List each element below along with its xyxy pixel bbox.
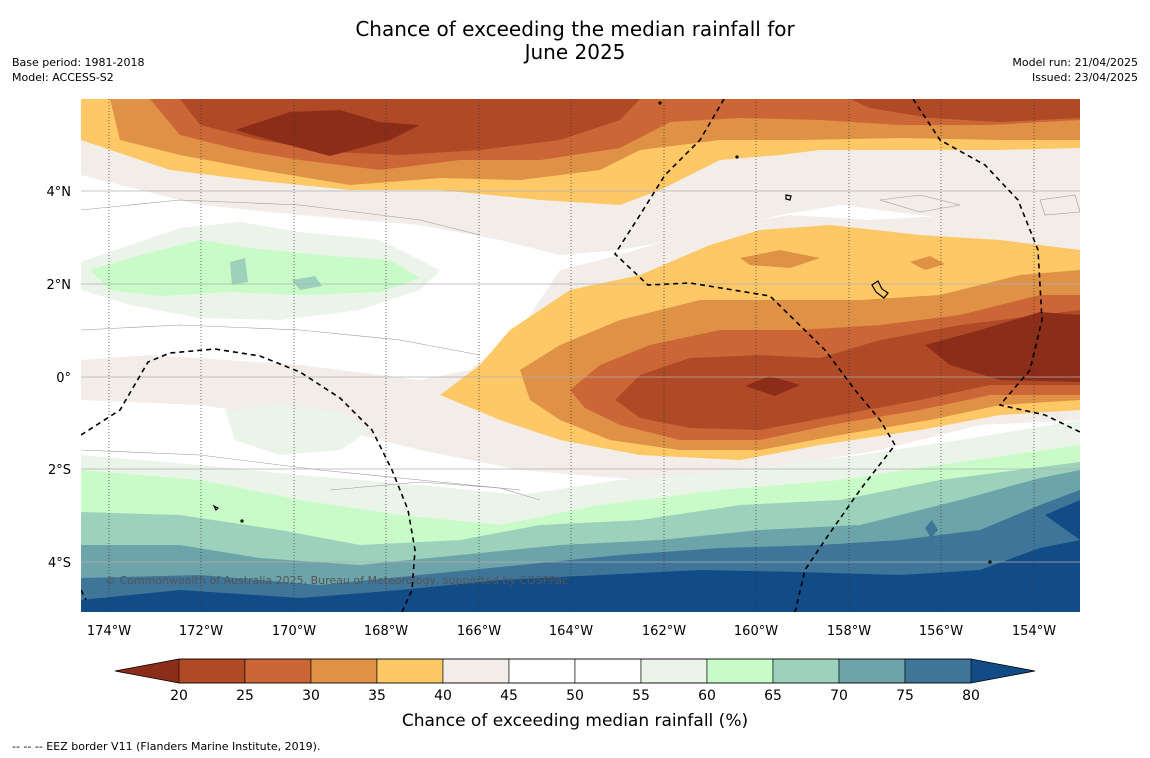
thin-contour-lines [81, 194, 1080, 501]
lon-label: 160°W [734, 624, 778, 639]
colorbar-tick: 45 [500, 688, 518, 704]
colorbar-tick: 65 [764, 688, 782, 704]
colorbar-tick: 75 [896, 688, 914, 704]
lon-label: 156°W [919, 624, 963, 639]
colorbar-cell [178, 658, 246, 684]
model-run: Model run: 21/04/2025 [1012, 56, 1138, 69]
colorbar-cell [508, 658, 576, 684]
islands [212, 101, 992, 564]
contour-65-70-west [230, 258, 322, 290]
colorbar-over-arrow [971, 659, 1035, 683]
colorbar-tick: 50 [566, 688, 584, 704]
issued-date: Issued: 23/04/2025 [1031, 71, 1138, 84]
colorbar-cell [310, 658, 378, 684]
lon-label: 168°W [364, 624, 408, 639]
island-small-1 [212, 504, 220, 512]
contour-above-80-south [81, 500, 1080, 612]
lon-label: 170°W [272, 624, 316, 639]
lat-label: 2°S [48, 463, 71, 478]
colorbar-cell [706, 658, 774, 684]
colorbar-cell [574, 658, 642, 684]
map-title: Chance of exceeding the median rainfall … [0, 18, 1150, 64]
colorbar-outline [114, 658, 1036, 684]
island-small-3 [658, 101, 662, 105]
lat-label: 4°S [48, 556, 71, 571]
meta-left: Base period: 1981-2018 Model: ACCESS-S2 [12, 55, 144, 85]
lon-label: 172°W [179, 624, 223, 639]
contour-30-35-patch [740, 250, 945, 270]
colorbar-tick: 55 [632, 688, 650, 704]
eez-footnote: -- -- -- EEZ border V11 (Flanders Marine… [12, 740, 321, 753]
contour-75-80-patch [925, 520, 938, 538]
island-small-2 [735, 155, 739, 159]
contour-60-65-west [90, 240, 420, 296]
colorbar-tick: 60 [698, 688, 716, 704]
colorbar-cells [178, 658, 972, 684]
longitude-labels: 174°W 172°W 170°W 168°W 166°W 164°W 162°… [87, 624, 1056, 639]
lon-label: 166°W [457, 624, 501, 639]
lon-label: 174°W [87, 624, 131, 639]
lat-label: 4°N [47, 185, 72, 200]
eez-border-line-islands [613, 99, 896, 612]
title-line-1: Chance of exceeding the median rainfall … [355, 17, 795, 41]
lon-label: 158°W [827, 624, 871, 639]
colorbar-label: Chance of exceeding median rainfall (%) [402, 711, 748, 731]
graticule [81, 99, 1080, 612]
title-line-2: June 2025 [524, 40, 626, 64]
colorbar-tick: 25 [236, 688, 254, 704]
colorbar-tick-labels: 20 25 30 35 40 45 50 55 60 65 70 75 80 [170, 688, 980, 704]
lon-label: 154°W [1012, 624, 1056, 639]
colorbar-tick: 30 [302, 688, 320, 704]
colorbar-tick: 40 [434, 688, 452, 704]
colorbar-tick: 70 [830, 688, 848, 704]
eez-border-east [912, 99, 1080, 433]
colorbar-cell [772, 658, 840, 684]
eez-border-north-west [81, 589, 87, 601]
lon-label: 162°W [642, 624, 686, 639]
model-name: Model: ACCESS-S2 [12, 71, 114, 84]
colorbar-cell [640, 658, 708, 684]
colorbar-tick: 20 [170, 688, 188, 704]
colorbar-cell [904, 658, 972, 684]
lon-label: 164°W [549, 624, 593, 639]
eez-border-kiribati-phoenix [81, 348, 416, 612]
base-period: Base period: 1981-2018 [12, 56, 145, 69]
island-small-4 [240, 519, 244, 523]
copyright-text: © Commonwealth of Australia 2025, Bureau… [105, 574, 568, 587]
colorbar-cell [838, 658, 906, 684]
island-starbuck [785, 194, 792, 201]
eez-borders [81, 99, 1080, 612]
latitude-labels: 4°N 2°N 0° 2°S 4°S [47, 185, 72, 571]
contour-below-20-north [235, 110, 420, 156]
meta-right: Model run: 21/04/2025 Issued: 23/04/2025 [1012, 55, 1138, 85]
colorbar-cell [442, 658, 510, 684]
colorbar: 20 25 30 35 40 45 50 55 60 65 70 75 80 Chance of exc… [114, 658, 1036, 731]
island-malden [871, 280, 889, 299]
colorbar-tick: 80 [962, 688, 980, 704]
colorbar-tick: 35 [368, 688, 386, 704]
island-small-5 [988, 560, 992, 564]
lat-label: 0° [56, 371, 71, 386]
contour-below-20-equator [745, 312, 1080, 396]
colorbar-cell [376, 658, 444, 684]
contour-20-25-north [180, 99, 1080, 155]
map-plot-area: © Commonwealth of Australia 2025, Bureau… [81, 99, 1080, 612]
colorbar-cell [244, 658, 312, 684]
colorbar-under-arrow [115, 659, 179, 683]
lat-label: 2°N [47, 278, 72, 293]
